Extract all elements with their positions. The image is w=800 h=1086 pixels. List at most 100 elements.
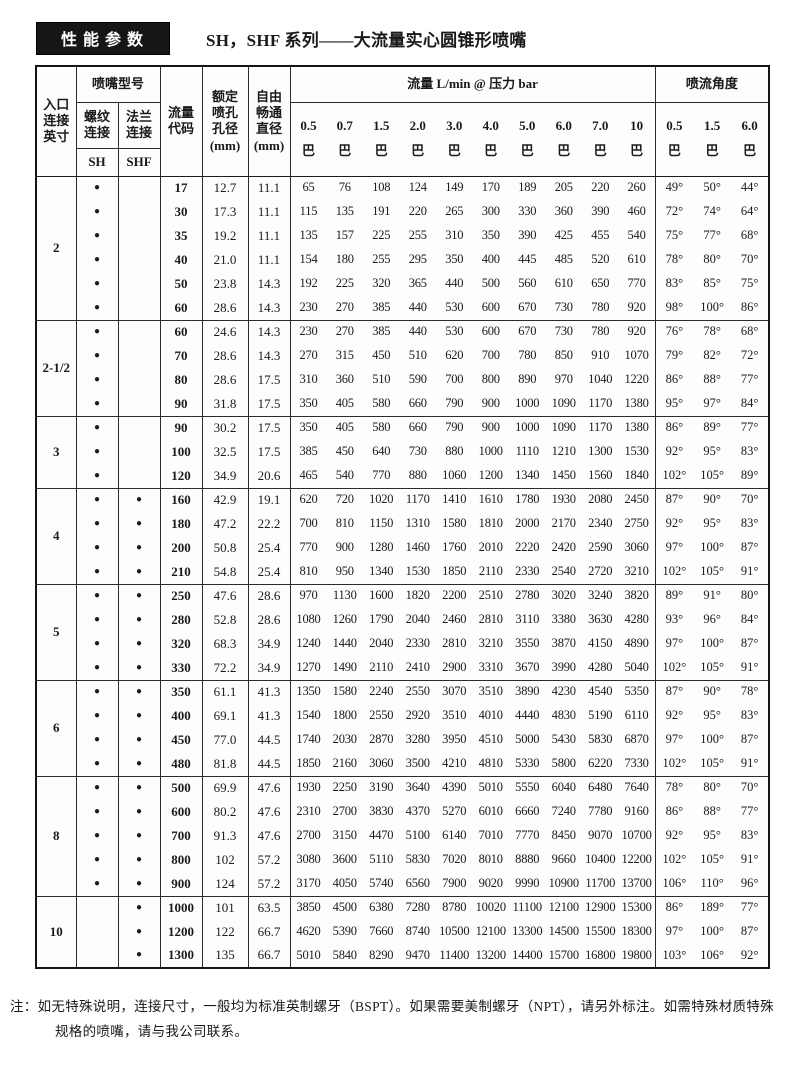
flow-rate-cell: 360 xyxy=(335,372,354,387)
flow-rate-cell: 620 xyxy=(290,487,327,512)
free-passage-cell: 66.7 xyxy=(248,920,291,944)
flow-rate-cell: 2540 xyxy=(551,563,576,578)
sh-dot-icon: ● xyxy=(76,415,119,440)
flow-code-cell: 1000 xyxy=(160,895,203,920)
shf-dot-icon: ● xyxy=(118,920,161,944)
flow-rate-cell: 12200 xyxy=(618,848,656,872)
flow-rate-cell: 790 xyxy=(445,395,464,410)
flow-rate-cell: 390 xyxy=(518,228,537,243)
table-row: ● 90 31.8 17.5 350 405 580 660 790 900 1000 1090 117… xyxy=(36,392,769,416)
flow-rate-cell: 3630 xyxy=(588,612,613,627)
spray-angle-cell: 77° xyxy=(731,415,770,440)
spray-angle-cell: 75° xyxy=(665,228,684,243)
footnote: 注：如无特殊说明，连接尺寸，一般均为标准英制螺牙（BSPT）。如果需要美制螺牙（… xyxy=(10,999,774,1039)
flow-rate-cell: 2810 xyxy=(442,636,467,651)
orifice-diameter-cell: 19.2 xyxy=(202,224,249,248)
flow-pressure-header: 4.0 巴 xyxy=(472,102,510,177)
flow-rate-cell: 500 xyxy=(481,276,500,291)
flow-code-cell: 700 xyxy=(160,824,203,848)
table-row: 4 ● ● 160 42.9 19.1 620 720 1020 1170 1410 1610 1780… xyxy=(36,487,770,584)
flow-rate-cell: 260 xyxy=(618,176,656,200)
flow-rate-cell: 11100 xyxy=(509,895,546,920)
flow-rate-cell: 1780 xyxy=(509,487,546,512)
spray-angle-cell: 77° xyxy=(740,372,759,387)
flow-rate-cell: 4150 xyxy=(588,636,613,651)
flow-rate-cell: 13700 xyxy=(618,872,656,896)
flow-rate-cell: 1110 xyxy=(515,444,539,459)
free-passage-cell: 44.5 xyxy=(248,728,291,752)
table-row: ● ● 210 54.8 25.4 810 950 1340 1530 1850 2110 2330 2… xyxy=(36,560,769,584)
spray-angle-cell: 80° xyxy=(703,252,721,267)
table-row: 2-1/2 ● 60 24.6 14.3 230 270 385 440 530 600 670 730… xyxy=(36,319,770,416)
spray-angle-cell: 70° xyxy=(731,775,770,800)
flow-rate-cell: 2780 xyxy=(509,583,546,608)
flow-rate-cell: 1850 xyxy=(296,755,321,770)
free-passage-cell: 17.5 xyxy=(248,368,291,392)
flow-rate-cell: 15300 xyxy=(618,895,656,920)
flow-rate-cell: 1410 xyxy=(436,487,473,512)
free-passage-cell: 25.4 xyxy=(248,536,291,560)
flow-rate-cell: 10500 xyxy=(439,924,470,939)
flow-code-cell: 600 xyxy=(160,800,203,824)
flow-rate-cell: 540 xyxy=(335,467,354,482)
flow-rate-cell: 1490 xyxy=(332,659,357,674)
flow-rate-cell: 4010 xyxy=(478,708,503,723)
spray-angle-cell: 79° xyxy=(665,348,684,363)
flow-rate-cell: 1790 xyxy=(369,612,394,627)
table-row: ● 35 19.2 11.1 135 157 225 255 310 350 390 425 455 54… xyxy=(36,224,769,248)
shf-dot-icon: ● xyxy=(118,848,161,872)
flow-rate-cell: 230 xyxy=(299,299,318,314)
angle-pressure-header: 0.5 巴 xyxy=(655,102,694,177)
table-row: 2 ● 17 12.7 11.1 65 76 108 124 149 170 189 205 220 260… xyxy=(36,176,769,320)
shf-dot-icon: ● xyxy=(118,728,161,752)
free-passage-cell: 14.3 xyxy=(248,319,291,344)
spray-angle-cell: 97° xyxy=(665,924,684,939)
orifice-diameter-cell: 50.8 xyxy=(202,536,249,560)
flow-rate-cell: 108 xyxy=(372,180,391,195)
spray-angle-cell: 100° xyxy=(700,540,724,555)
flow-rate-cell: 3060 xyxy=(618,536,656,560)
spray-angle-cell: 97° xyxy=(665,540,684,555)
spray-angle-cell: 78° xyxy=(665,252,684,267)
flow-rate-cell: 3890 xyxy=(509,679,546,704)
free-passage-cell: 11.1 xyxy=(248,200,291,224)
spray-angle-cell: 82° xyxy=(703,348,721,363)
orifice-diameter-cell: 81.8 xyxy=(202,752,249,776)
flow-rate-cell: 7780 xyxy=(588,804,613,819)
flow-rate-cell: 295 xyxy=(408,252,427,267)
spray-angle-cell: 83° xyxy=(740,444,759,459)
flow-code-cell: 180 xyxy=(160,512,203,536)
col-header-inlet-size: 入口 连接 英寸 xyxy=(36,66,77,177)
flow-rate-cell: 910 xyxy=(591,348,610,363)
table-row: ● ● 600 80.2 47.6 2310 2700 3830 4370 5270 6010 666… xyxy=(36,800,769,824)
flow-rate-cell: 300 xyxy=(481,204,500,219)
flow-rate-cell: 880 xyxy=(445,444,464,459)
flow-rate-cell: 2920 xyxy=(405,708,430,723)
table-row: ● ● 320 68.3 34.9 1240 1440 2040 2330 2810 3210 355… xyxy=(36,632,769,656)
flow-rate-cell: 610 xyxy=(618,248,656,272)
flow-rate-cell: 4230 xyxy=(545,679,583,704)
flow-rate-cell: 170 xyxy=(481,180,500,195)
flow-rate-cell: 560 xyxy=(518,276,537,291)
flow-rate-cell: 1810 xyxy=(478,516,503,531)
flow-rate-cell: 1170 xyxy=(588,395,613,410)
flow-rate-cell: 310 xyxy=(299,372,318,387)
free-passage-cell: 47.6 xyxy=(248,824,291,848)
flow-rate-cell: 1220 xyxy=(618,368,656,392)
flow-rate-cell: 385 xyxy=(363,319,400,344)
spray-angle-cell: 80° xyxy=(693,775,732,800)
flow-rate-cell: 1000 xyxy=(478,444,503,459)
spray-angle-cell: 70° xyxy=(731,487,770,512)
flow-rate-cell: 5270 xyxy=(442,804,467,819)
orifice-diameter-cell: 101 xyxy=(202,895,249,920)
flow-rate-cell: 1450 xyxy=(551,467,576,482)
flow-code-cell: 80 xyxy=(160,368,203,392)
shf-dot-icon: ● xyxy=(118,872,161,896)
flow-rate-cell: 7660 xyxy=(369,924,394,939)
free-passage-cell: 66.7 xyxy=(248,944,291,968)
flow-rate-cell: 9990 xyxy=(515,875,540,890)
flow-rate-cell: 780 xyxy=(518,348,537,363)
flow-rate-cell: 3950 xyxy=(442,732,467,747)
flow-rate-cell: 6220 xyxy=(588,755,613,770)
sh-dot-icon: ● xyxy=(76,319,119,344)
